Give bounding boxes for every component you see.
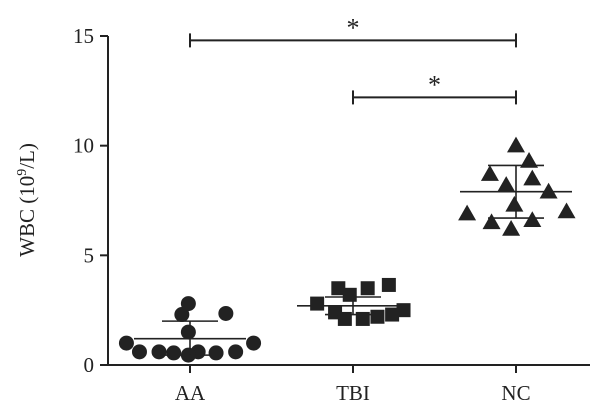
y-tick-label: 10 xyxy=(73,134,94,158)
data-point-circle xyxy=(118,335,134,351)
data-point-square xyxy=(381,277,396,292)
data-point-triangle xyxy=(523,169,542,186)
data-point-square xyxy=(396,303,411,318)
significance-star: * xyxy=(347,13,360,42)
data-point-circle xyxy=(180,324,196,340)
plot-area: 0 5 10 15 AA TBI NC * * xyxy=(73,13,590,405)
data-point-circle xyxy=(174,307,190,323)
data-point-triangle xyxy=(520,152,539,168)
data-point-triangle xyxy=(523,211,542,227)
significance-star: * xyxy=(428,70,441,99)
data-point-circle xyxy=(151,344,167,360)
y-tick-label: 0 xyxy=(84,353,95,377)
data-point-square xyxy=(310,296,325,311)
data-point-circle xyxy=(246,335,262,351)
data-point-triangle xyxy=(502,220,521,236)
data-point-triangle xyxy=(480,165,499,181)
data-point-triangle xyxy=(482,213,501,230)
data-point-square xyxy=(337,311,352,326)
data-point-circle xyxy=(208,345,224,361)
data-point-circle xyxy=(180,296,196,312)
x-tick-label: TBI xyxy=(336,381,370,405)
data-point-triangle xyxy=(458,204,477,221)
data-point-square xyxy=(342,287,357,302)
data-point-circle xyxy=(166,345,182,361)
data-point-square xyxy=(331,281,346,296)
data-point-triangle xyxy=(539,182,558,199)
data-point-circle xyxy=(131,344,147,360)
x-tick-label: AA xyxy=(175,381,206,405)
y-tick-label: 15 xyxy=(73,24,94,48)
data-point-triangle xyxy=(505,195,524,212)
data-point-circle xyxy=(228,344,244,360)
data-point-square xyxy=(385,307,400,322)
x-tick-label: NC xyxy=(501,381,530,405)
data-point-square xyxy=(370,309,385,324)
data-point-triangle xyxy=(557,202,576,219)
y-axis-label: WBC (109/L) xyxy=(15,143,39,257)
y-axis-label-tail: /L) xyxy=(15,143,39,169)
y-tick-label: 5 xyxy=(84,243,95,267)
data-point-circle xyxy=(218,305,234,321)
y-axis-label-superscript: 9 xyxy=(15,169,30,176)
data-point-triangle xyxy=(497,176,516,192)
data-point-square xyxy=(360,281,375,296)
data-point-square xyxy=(355,311,370,326)
y-axis-label-main: WBC (10 xyxy=(15,176,39,257)
data-point-triangle xyxy=(507,136,525,153)
